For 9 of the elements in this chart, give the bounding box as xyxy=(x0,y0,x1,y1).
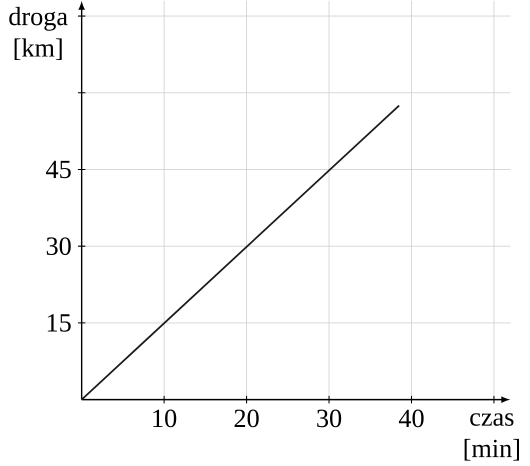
x-tick-label: 40 xyxy=(398,409,424,428)
x-tick-label: 30 xyxy=(317,409,342,428)
y-tick-label: 30 xyxy=(46,237,71,255)
x-tick-label: 10 xyxy=(153,409,176,428)
y-axis-title: droga [km] xyxy=(9,6,68,60)
y-tick-label: 45 xyxy=(46,160,71,178)
x-tick-label: 20 xyxy=(234,409,259,428)
x-axis-title: czas [min] xyxy=(464,413,520,460)
y-tick-label: 15 xyxy=(48,314,71,332)
